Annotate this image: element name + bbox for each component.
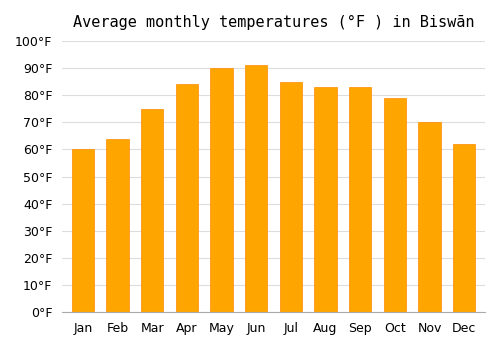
Bar <box>314 87 337 312</box>
Bar <box>245 65 268 312</box>
Bar <box>176 84 198 312</box>
Bar <box>453 144 475 312</box>
Bar <box>210 68 233 312</box>
Bar <box>280 82 302 312</box>
Bar <box>72 149 94 312</box>
Bar <box>384 98 406 312</box>
Bar <box>106 139 129 312</box>
Bar <box>418 122 441 312</box>
Bar <box>141 109 164 312</box>
Title: Average monthly temperatures (°F ) in Biswān: Average monthly temperatures (°F ) in Bi… <box>73 15 474 30</box>
Bar <box>349 87 372 312</box>
